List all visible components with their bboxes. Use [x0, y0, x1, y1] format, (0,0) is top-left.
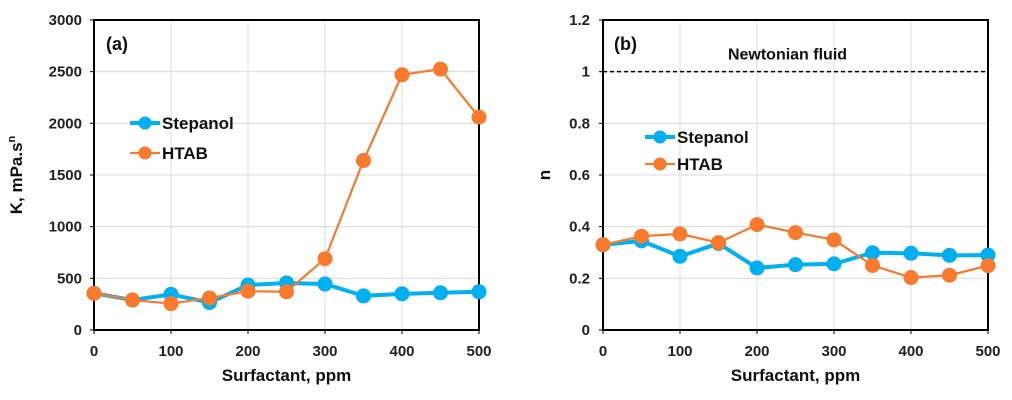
legend: Stepanol HTAB	[130, 114, 234, 163]
x-tick-label: 0	[90, 343, 98, 360]
panel-label: (a)	[106, 34, 128, 54]
y-axis-title: K, mPa.sn	[6, 135, 26, 214]
data-point	[433, 61, 448, 77]
y-axis-title-superscript: n	[6, 135, 18, 142]
data-point	[903, 270, 919, 286]
y-tick-label: 1	[582, 64, 590, 81]
data-point	[942, 247, 957, 263]
x-tick-label: 300	[821, 343, 846, 360]
legend-label: Stepanol	[677, 128, 749, 147]
y-tick-label: 0	[74, 322, 82, 339]
x-tick-label: 500	[466, 343, 491, 360]
data-point	[595, 237, 611, 253]
y-axis-title: n	[535, 170, 554, 180]
data-point	[865, 245, 880, 261]
data-point	[240, 283, 256, 299]
data-point	[394, 67, 410, 83]
x-tick-label: 500	[975, 343, 1000, 360]
x-tick-label: 300	[312, 343, 337, 360]
legend-swatch-marker	[138, 116, 152, 130]
data-point	[749, 217, 765, 233]
data-point	[826, 232, 842, 248]
data-point	[433, 285, 448, 301]
data-point	[788, 257, 803, 273]
y-tick-label: 2500	[49, 64, 82, 81]
data-point	[788, 225, 803, 241]
data-point	[356, 288, 371, 304]
data-point	[394, 286, 410, 302]
data-point	[749, 260, 765, 276]
annotation-label: Newtonian fluid	[728, 47, 847, 64]
x-tick-label: 200	[744, 343, 769, 360]
x-axis-title: Surfactant, ppm	[222, 366, 351, 385]
data-point	[279, 284, 294, 300]
data-point	[903, 245, 919, 261]
data-point	[980, 258, 996, 274]
y-tick-label: 1500	[49, 167, 82, 184]
data-point	[672, 226, 688, 242]
y-tick-label: 0.8	[569, 115, 590, 132]
data-point	[471, 109, 487, 125]
data-point	[942, 267, 957, 283]
series-htab	[86, 61, 487, 312]
data-point	[471, 284, 487, 300]
legend-label: HTAB	[677, 155, 723, 174]
x-tick-label: 400	[898, 343, 923, 360]
y-tick-label: 0.2	[569, 270, 590, 287]
y-tick-label: 500	[57, 270, 82, 287]
data-point	[711, 235, 726, 251]
x-tick-label: 200	[235, 343, 260, 360]
series-htab	[595, 217, 996, 286]
x-tick-label: 100	[158, 343, 183, 360]
panel-b-chart: Newtonian fluid 0 0.2 0.4 0.6 0.8 1 1.2 0 100 200 3…	[535, 12, 1001, 385]
x-tick-label: 0	[599, 343, 607, 360]
data-point	[163, 296, 179, 312]
panel-label: (b)	[614, 34, 637, 54]
data-point	[125, 292, 140, 308]
data-point	[634, 228, 649, 244]
x-axis-title: Surfactant, ppm	[731, 366, 860, 385]
data-point	[826, 256, 842, 272]
data-point	[356, 153, 371, 169]
y-tick-label: 3000	[49, 12, 82, 29]
panel-a-chart: 0 500 1000 1500 2000 2500 3000 0 100 200 300 400 500…	[6, 12, 492, 385]
legend-swatch-marker	[653, 130, 667, 144]
x-tick-label: 100	[667, 343, 692, 360]
data-point	[672, 248, 688, 264]
series-line	[93, 67, 480, 305]
data-point	[86, 285, 102, 301]
legend-swatch-marker	[653, 157, 667, 171]
data-point	[317, 251, 333, 267]
y-tick-label: 0.4	[569, 219, 591, 236]
y-tick-label: 1000	[49, 219, 82, 236]
y-tick-label: 1.2	[569, 12, 590, 29]
y-tick-label: 0.6	[569, 167, 590, 184]
legend-label: Stepanol	[162, 114, 234, 133]
y-tick-label: 2000	[49, 115, 82, 132]
data-point	[317, 276, 333, 292]
data-point	[865, 257, 880, 273]
legend-label: HTAB	[162, 144, 208, 163]
x-tick-label: 400	[389, 343, 414, 360]
legend: Stepanol HTAB	[645, 128, 749, 174]
data-point	[980, 247, 996, 263]
legend-swatch-marker	[138, 146, 152, 160]
data-point	[202, 290, 217, 306]
y-tick-label: 0	[582, 322, 590, 339]
